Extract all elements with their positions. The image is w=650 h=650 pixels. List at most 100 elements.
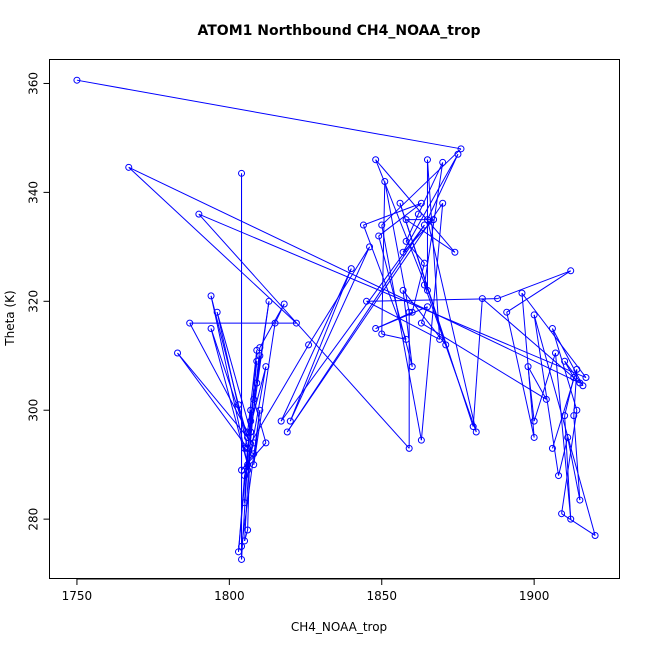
series-segment <box>366 300 440 340</box>
data-point <box>244 526 252 534</box>
series-segment <box>253 399 267 444</box>
series-segment <box>375 159 456 253</box>
data-point <box>530 417 538 425</box>
series-segment <box>533 314 560 476</box>
data-point <box>472 428 480 436</box>
series-segment <box>405 241 425 264</box>
series-segment <box>551 328 578 411</box>
series-segment <box>405 213 419 242</box>
series-segment <box>527 366 547 400</box>
data-point <box>378 330 386 338</box>
series-segment <box>506 270 572 313</box>
data-point <box>283 428 291 436</box>
data-point <box>405 444 413 452</box>
series-segment <box>280 224 425 422</box>
series-segment <box>198 213 587 379</box>
data-point <box>372 325 380 333</box>
data-point <box>247 428 255 436</box>
data-point <box>405 308 413 316</box>
data-point <box>277 417 285 425</box>
data-point <box>244 433 252 441</box>
data-point <box>207 292 215 300</box>
series-segment <box>198 213 410 449</box>
series-segment <box>375 159 428 291</box>
data-point <box>363 297 371 305</box>
series-segment <box>533 314 596 536</box>
data-point <box>436 335 444 343</box>
data-point <box>271 319 279 327</box>
series-segment <box>567 437 581 501</box>
series-segment <box>497 270 571 300</box>
data-point <box>478 295 486 303</box>
series-segment <box>426 219 477 433</box>
data-point <box>234 401 242 409</box>
data-point <box>241 472 249 480</box>
data-point <box>570 374 578 382</box>
y-axis-label: Theta (K) <box>3 290 17 346</box>
data-point <box>573 406 581 414</box>
series-segment <box>381 224 422 441</box>
series-segment <box>381 333 407 340</box>
data-point <box>372 156 380 164</box>
chart-title: ATOM1 Northbound CH4_NOAA_trop <box>198 23 481 39</box>
series-segment <box>482 298 581 384</box>
y-axis: 280 300 320 340 360 <box>27 72 50 531</box>
series-segment <box>402 290 447 346</box>
data-point <box>378 221 386 229</box>
data-point <box>423 303 431 311</box>
data-point <box>591 531 599 539</box>
data-point <box>375 232 383 240</box>
series-segment <box>564 415 572 520</box>
series-segment <box>244 529 249 542</box>
y-tick-label: 340 <box>27 181 41 204</box>
series-segment <box>558 437 569 476</box>
series-segment <box>506 312 535 438</box>
series-segment <box>381 181 386 334</box>
data-point <box>423 286 431 294</box>
series-segment <box>423 284 477 433</box>
data-point <box>347 265 355 273</box>
data-point <box>414 210 422 218</box>
data-point <box>286 417 294 425</box>
y-tick-label: 360 <box>27 72 41 95</box>
data-point <box>451 248 459 256</box>
series-segment <box>247 437 255 444</box>
series-layer <box>73 76 599 563</box>
series-segment <box>289 246 371 422</box>
data-point <box>256 406 264 414</box>
data-point <box>241 499 249 507</box>
data-point <box>238 555 246 563</box>
series-segment <box>177 352 249 438</box>
data-point <box>408 363 416 371</box>
data-point <box>253 357 261 365</box>
data-point <box>454 150 462 158</box>
data-point <box>576 496 584 504</box>
series-segment <box>253 323 276 465</box>
data-point <box>73 76 81 84</box>
data-point <box>548 444 556 452</box>
data-point <box>570 412 578 420</box>
data-point <box>542 395 550 403</box>
data-point <box>420 221 428 229</box>
series-segment <box>402 290 413 367</box>
data-point <box>253 346 261 354</box>
series-segment <box>289 268 352 422</box>
data-point <box>244 461 252 469</box>
series-segment <box>378 235 413 367</box>
data-point <box>402 335 410 343</box>
data-point <box>262 363 270 371</box>
series-segment <box>573 415 581 501</box>
series-segment <box>405 219 456 253</box>
series-segment <box>402 154 459 253</box>
data-point <box>439 199 447 207</box>
data-point <box>238 542 246 550</box>
data-point <box>256 352 264 360</box>
data-point <box>423 156 431 164</box>
x-tick-label: 1750 <box>62 589 93 603</box>
data-point <box>213 308 221 316</box>
series-segment <box>366 298 498 302</box>
y-tick-label: 320 <box>27 290 41 313</box>
data-point <box>518 289 526 297</box>
series-segment <box>378 202 422 237</box>
x-axis-label: CH4_NOAA_trop <box>291 620 387 634</box>
